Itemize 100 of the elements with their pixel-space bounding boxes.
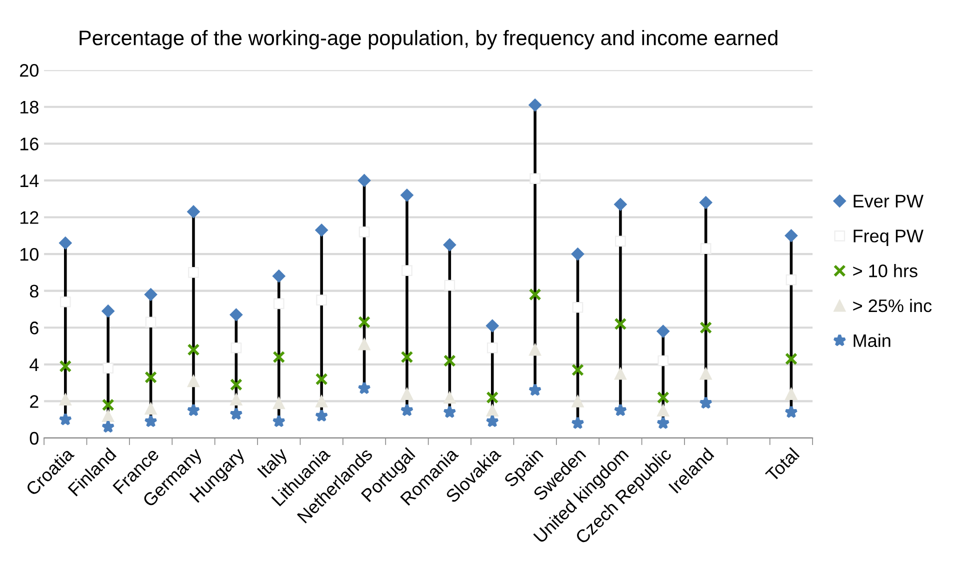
point <box>316 294 327 306</box>
point <box>784 405 798 418</box>
y-tick-label: 16 <box>20 138 38 150</box>
point <box>144 288 158 301</box>
point <box>186 403 200 416</box>
point <box>614 318 627 330</box>
point <box>230 378 242 391</box>
point <box>358 316 371 328</box>
legend-label: > 10 hrs <box>853 264 918 278</box>
point <box>102 410 114 422</box>
point <box>102 362 114 374</box>
point <box>528 344 542 356</box>
point <box>272 396 285 410</box>
point <box>486 414 500 428</box>
legend-label: Freq PW <box>854 230 924 246</box>
point <box>571 364 584 376</box>
point <box>615 236 626 247</box>
point <box>187 343 200 356</box>
point <box>784 352 798 366</box>
y-tick-label: 6 <box>30 322 38 334</box>
point <box>101 420 115 433</box>
y-tick-label: 14 <box>20 174 39 187</box>
point <box>614 403 628 416</box>
legend-label: > 25% inc <box>853 298 932 312</box>
point <box>315 224 328 237</box>
legend-label: Ever PW <box>854 194 924 208</box>
point <box>444 391 456 404</box>
point <box>699 396 713 409</box>
point <box>144 371 158 384</box>
point <box>700 243 712 254</box>
point <box>315 395 328 408</box>
point <box>60 296 71 308</box>
point <box>486 404 498 417</box>
point <box>230 407 243 420</box>
point <box>144 402 157 415</box>
point <box>58 412 72 426</box>
legend-label: Main <box>854 334 890 348</box>
point <box>571 248 584 260</box>
point <box>400 350 414 364</box>
point <box>528 98 542 112</box>
point <box>699 196 712 209</box>
point <box>187 374 200 388</box>
point <box>315 372 328 386</box>
point <box>443 238 456 252</box>
point <box>102 398 114 412</box>
point <box>400 403 414 416</box>
point <box>59 393 72 406</box>
point <box>700 368 712 380</box>
point <box>187 205 200 218</box>
point <box>444 280 456 291</box>
point <box>59 360 72 373</box>
point <box>572 302 584 313</box>
point <box>700 321 712 334</box>
point <box>402 265 412 276</box>
point <box>486 342 498 354</box>
chart-title: Percentage of the working-age population, by frequency and income earned <box>80 30 778 50</box>
point <box>230 342 242 354</box>
point <box>657 404 670 417</box>
point <box>572 395 584 408</box>
point <box>272 414 286 428</box>
point <box>528 383 542 396</box>
point <box>443 354 456 367</box>
point <box>656 416 670 430</box>
y-tick-label: 0 <box>30 432 38 445</box>
point <box>358 381 371 394</box>
y-tick-label: 8 <box>30 284 38 298</box>
point <box>442 405 456 418</box>
point <box>144 414 158 428</box>
point <box>571 416 584 430</box>
point <box>486 319 499 332</box>
point <box>58 236 72 250</box>
point <box>230 393 242 406</box>
point <box>102 304 115 318</box>
point <box>358 226 370 238</box>
point <box>486 391 499 404</box>
point <box>786 274 797 286</box>
point <box>272 270 286 283</box>
point <box>188 267 199 278</box>
point <box>784 229 798 242</box>
point <box>400 388 414 400</box>
y-tick-label: 10 <box>20 248 38 261</box>
point <box>785 388 798 400</box>
point <box>400 188 414 202</box>
point <box>528 288 542 301</box>
point <box>656 324 670 338</box>
y-tick-label: 20 <box>20 64 38 77</box>
point <box>230 308 243 322</box>
y-tick-label: 12 <box>20 211 38 224</box>
point <box>358 174 371 187</box>
y-tick-label: 2 <box>30 395 38 408</box>
point <box>614 368 627 380</box>
point <box>530 173 540 184</box>
point <box>273 298 284 310</box>
point <box>272 350 286 364</box>
point <box>358 338 370 350</box>
point <box>145 316 156 328</box>
point <box>314 408 328 422</box>
point <box>614 198 627 211</box>
point <box>656 391 670 404</box>
point <box>658 355 669 366</box>
